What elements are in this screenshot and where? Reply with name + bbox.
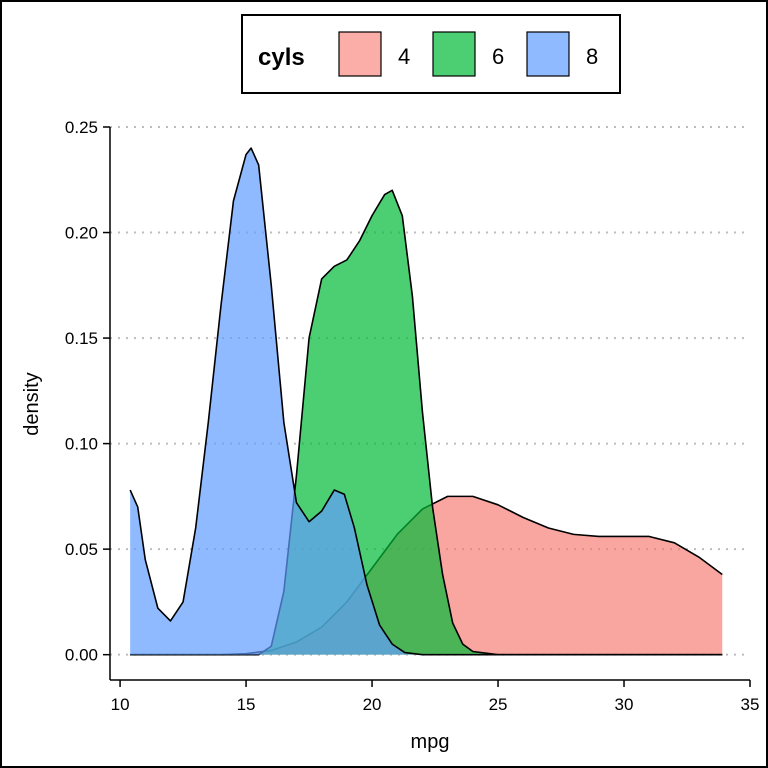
legend-key-4 (338, 31, 382, 77)
density-outline-8 (129, 147, 723, 656)
x-tick-label-15: 15 (237, 695, 256, 714)
x-tick-label-10: 10 (111, 695, 130, 714)
y-tick-label-0: 0.00 (65, 646, 98, 665)
x-tick-label-35: 35 (741, 695, 760, 714)
y-tick-label-1: 0.05 (65, 540, 98, 559)
y-axis-title: density (21, 372, 43, 435)
x-tick-label-30: 30 (615, 695, 634, 714)
x-tick-label-20: 20 (363, 695, 382, 714)
x-axis-ticks: 10 15 20 25 30 35 (111, 680, 760, 714)
y-tick-label-4: 0.20 (65, 224, 98, 243)
legend-key-8 (526, 31, 570, 77)
legend-label-4: 4 (398, 44, 410, 69)
legend-title: cyls (258, 44, 305, 71)
density-areas (129, 147, 723, 656)
y-tick-label-3: 0.15 (65, 329, 98, 348)
x-axis-title: mpg (411, 731, 450, 753)
legend-label-8: 8 (586, 44, 598, 69)
legend: cyls 4 6 8 (241, 14, 621, 94)
density-area-8 (130, 148, 723, 655)
y-tick-label-2: 0.10 (65, 435, 98, 454)
density-area-6 (130, 190, 723, 655)
legend-label-6: 6 (492, 44, 504, 69)
x-tick-label-25: 25 (489, 695, 508, 714)
legend-key-6 (432, 31, 476, 77)
y-tick-label-5: 0.25 (65, 118, 98, 137)
y-axis-ticks: 0.00 0.05 0.10 0.15 0.20 0.25 (65, 118, 110, 665)
